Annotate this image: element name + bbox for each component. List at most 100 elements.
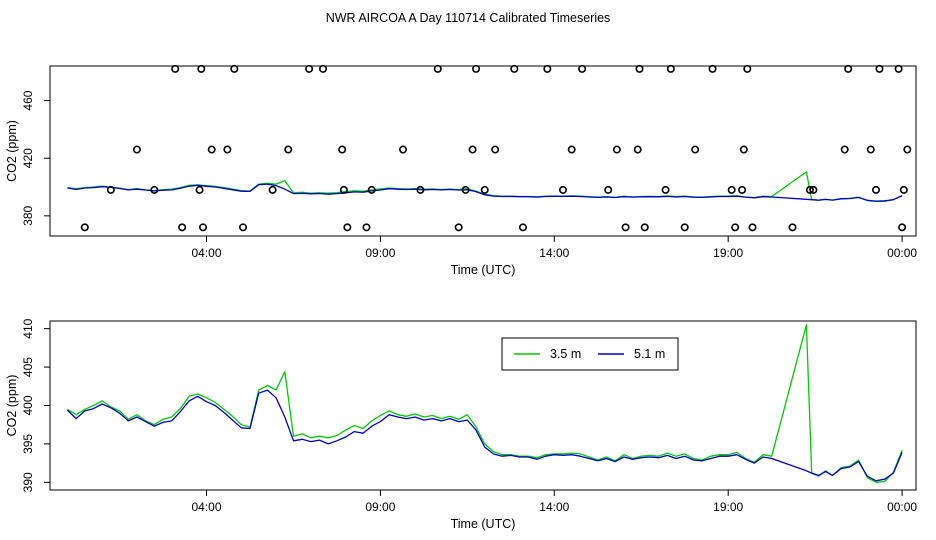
scatter-point — [558, 185, 567, 194]
y-axis-label: CO2 (ppm) — [5, 120, 19, 182]
scatter-point — [239, 223, 248, 232]
scatter-point — [132, 145, 141, 154]
legend-label: 5.1 m — [634, 347, 665, 361]
scatter-point — [788, 223, 797, 232]
scatter-point — [840, 145, 849, 154]
scatter-point — [472, 64, 481, 73]
y-tick-label: 395 — [21, 434, 35, 454]
y-tick-label: 405 — [21, 357, 35, 377]
x-tick-label: 00:00 — [887, 246, 917, 260]
scatter-point — [416, 185, 425, 194]
scatter-point — [461, 185, 470, 194]
y-tick-label: 420 — [21, 148, 35, 168]
scatter-point — [680, 223, 689, 232]
series-line-3-5-m — [67, 324, 903, 483]
scatter-point — [195, 185, 204, 194]
scatter-point — [894, 64, 903, 73]
y-tick-label: 460 — [21, 90, 35, 110]
chart-panel-top: 04:00 09:00 14:00 19:00 00:00 380 420 460 Time (… — [5, 64, 917, 277]
x-tick-label: 00:00 — [887, 500, 917, 514]
x-tick-label: 04:00 — [191, 246, 221, 260]
scatter-point — [433, 64, 442, 73]
x-axis-label: Time (UTC) — [451, 263, 516, 277]
scatter-point — [305, 64, 314, 73]
x-tick-label: 19:00 — [713, 500, 743, 514]
scatter-point — [691, 145, 700, 154]
scatter-point — [399, 145, 408, 154]
scatter-point — [805, 185, 814, 194]
scatter-point — [809, 185, 818, 194]
y-tick-label: 410 — [21, 318, 35, 338]
scatter-point — [567, 145, 576, 154]
chart-title: NWR AIRCOA A Day 110714 Calibrated Times… — [326, 11, 611, 25]
scatter-point — [480, 185, 489, 194]
scatter-point — [518, 223, 527, 232]
x-tick-label: 09:00 — [365, 246, 395, 260]
scatter-point — [731, 223, 740, 232]
scatter-point — [708, 64, 717, 73]
scatter-point — [899, 185, 908, 194]
legend: 3.5 m 5.1 m — [501, 337, 679, 371]
scatter-point — [640, 223, 649, 232]
scatter-point — [106, 185, 115, 194]
scatter-point — [739, 145, 748, 154]
scatter-point — [661, 185, 670, 194]
scatter-point — [468, 145, 477, 154]
scatter-point — [898, 223, 907, 232]
chart-panel-bottom: 04:00 09:00 14:00 19:00 00:00 390 395 400 405 410… — [5, 318, 917, 531]
scatter-point — [612, 145, 621, 154]
scatter-point — [635, 64, 644, 73]
x-tick-label: 19:00 — [713, 246, 743, 260]
scatter-point — [343, 223, 352, 232]
scatter-series — [80, 64, 912, 232]
scatter-point — [268, 185, 277, 194]
scatter-point — [454, 223, 463, 232]
scatter-point — [633, 145, 642, 154]
scatter-point — [491, 145, 500, 154]
scatter-point — [178, 223, 187, 232]
scatter-point — [903, 145, 912, 154]
scatter-point — [284, 145, 293, 154]
scatter-point — [197, 64, 206, 73]
legend-label: 3.5 m — [550, 347, 581, 361]
x-tick-label: 14:00 — [539, 500, 569, 514]
scatter-point — [150, 185, 159, 194]
scatter-point — [319, 64, 328, 73]
x-tick-label: 14:00 — [539, 246, 569, 260]
scatter-point — [339, 185, 348, 194]
scatter-point — [171, 64, 180, 73]
scatter-point — [872, 185, 881, 194]
scatter-point — [666, 64, 675, 73]
x-tick-label: 09:00 — [365, 500, 395, 514]
scatter-point — [738, 185, 747, 194]
scatter-point — [578, 64, 587, 73]
y-axis-label: CO2 (ppm) — [5, 375, 19, 437]
scatter-point — [207, 145, 216, 154]
series-line-5-1-m — [66, 389, 903, 482]
y-tick-label: 380 — [21, 205, 35, 225]
scatter-point — [230, 64, 239, 73]
y-tick-label: 400 — [21, 395, 35, 415]
scatter-point — [604, 185, 613, 194]
scatter-point — [866, 145, 875, 154]
scatter-point — [367, 185, 376, 194]
y-tick-label: 390 — [21, 472, 35, 492]
series-line-1 — [67, 183, 903, 202]
scatter-point — [844, 64, 853, 73]
scatter-point — [362, 223, 371, 232]
scatter-point — [80, 223, 89, 232]
scatter-point — [510, 64, 519, 73]
scatter-point — [743, 64, 752, 73]
scatter-point — [199, 223, 208, 232]
plot-frame — [49, 320, 917, 491]
scatter-point — [223, 145, 232, 154]
scatter-point — [621, 223, 630, 232]
x-tick-label: 04:00 — [191, 500, 221, 514]
x-axis-label: Time (UTC) — [451, 517, 516, 531]
scatter-point — [875, 64, 884, 73]
plot-frame — [49, 65, 917, 237]
scatter-point — [727, 185, 736, 194]
scatter-point — [543, 64, 552, 73]
scatter-point — [748, 223, 757, 232]
